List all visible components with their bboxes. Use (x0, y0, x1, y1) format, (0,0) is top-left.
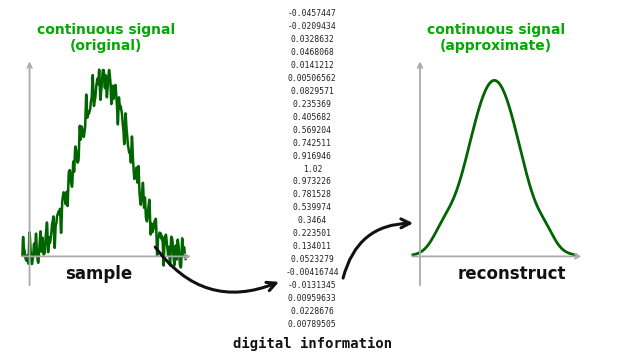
Text: reconstruct: reconstruct (458, 265, 566, 283)
Text: 0.569204: 0.569204 (293, 126, 332, 135)
Text: 0.405682: 0.405682 (293, 113, 332, 122)
Text: 0.916946: 0.916946 (293, 152, 332, 161)
Text: 0.00789505: 0.00789505 (288, 320, 337, 329)
Text: 0.00959633: 0.00959633 (288, 294, 337, 303)
Text: 0.0328632: 0.0328632 (291, 35, 334, 44)
Text: 0.0228676: 0.0228676 (291, 307, 334, 316)
Text: 1.02: 1.02 (303, 165, 322, 174)
Text: sample: sample (65, 265, 133, 283)
Title: continuous signal
(original): continuous signal (original) (36, 23, 175, 53)
Text: 0.0141212: 0.0141212 (291, 61, 334, 70)
Text: digital information: digital information (233, 337, 392, 351)
Text: 0.0523279: 0.0523279 (291, 255, 334, 264)
Text: -0.0131345: -0.0131345 (288, 281, 337, 290)
Text: 0.134011: 0.134011 (293, 242, 332, 251)
Text: 0.742511: 0.742511 (293, 139, 332, 148)
Text: -0.0457447: -0.0457447 (288, 9, 337, 18)
Text: 0.223501: 0.223501 (293, 229, 332, 238)
Title: continuous signal
(approximate): continuous signal (approximate) (427, 23, 565, 53)
Text: 0.973226: 0.973226 (293, 177, 332, 186)
Text: 0.00506562: 0.00506562 (288, 74, 337, 83)
Text: -0.0209434: -0.0209434 (288, 22, 337, 31)
Text: 0.781528: 0.781528 (293, 190, 332, 199)
Text: 0.539974: 0.539974 (293, 203, 332, 212)
Text: -0.00416744: -0.00416744 (285, 268, 339, 277)
Text: 0.235369: 0.235369 (293, 100, 332, 109)
Text: 0.0829571: 0.0829571 (291, 87, 334, 96)
Text: 0.0468068: 0.0468068 (291, 48, 334, 57)
Text: 0.3464: 0.3464 (298, 216, 327, 225)
